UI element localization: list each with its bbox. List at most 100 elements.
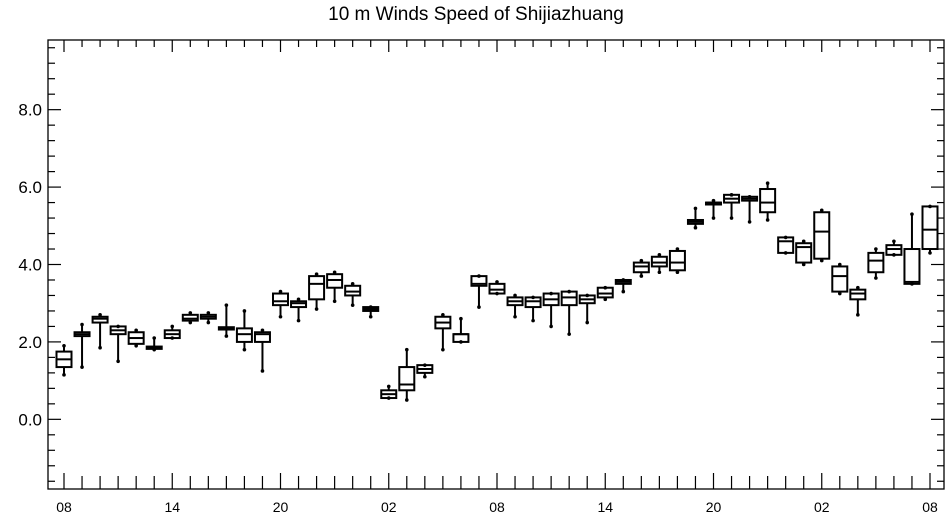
box-body bbox=[867, 251, 885, 274]
box-16 bbox=[344, 282, 362, 307]
box-min-marker bbox=[711, 216, 716, 220]
x-tick-label: 14 bbox=[164, 499, 180, 515]
x-tick-label: 02 bbox=[814, 499, 830, 515]
box-max-marker bbox=[819, 208, 824, 213]
x-tick-label: 20 bbox=[706, 499, 722, 515]
box-min-marker bbox=[910, 282, 914, 286]
box-max-marker bbox=[765, 181, 770, 186]
box-min-marker bbox=[531, 318, 535, 323]
box-38 bbox=[741, 194, 759, 224]
box-max-marker bbox=[441, 313, 445, 317]
box-body bbox=[903, 248, 921, 285]
box-max-marker bbox=[513, 293, 517, 298]
box-min-marker bbox=[134, 343, 138, 348]
box-body bbox=[831, 265, 849, 293]
box-max-marker bbox=[531, 295, 535, 300]
box-min-marker bbox=[296, 318, 301, 323]
box-min-marker bbox=[675, 270, 680, 275]
box-45 bbox=[867, 247, 885, 280]
box-max-marker bbox=[729, 193, 734, 197]
box-body bbox=[272, 292, 289, 307]
box-max-marker bbox=[368, 305, 373, 309]
box-max-marker bbox=[549, 291, 553, 296]
box-9 bbox=[217, 303, 235, 338]
box-min-marker bbox=[747, 220, 752, 224]
box-39 bbox=[759, 181, 777, 222]
box-7 bbox=[181, 311, 199, 325]
box-max-marker bbox=[62, 343, 66, 348]
box-max-marker bbox=[639, 258, 644, 263]
box-max-marker bbox=[874, 247, 878, 251]
box-max-marker bbox=[404, 347, 409, 352]
y-tick-label: 8.0 bbox=[18, 101, 42, 120]
box-body bbox=[813, 211, 831, 260]
box-22 bbox=[452, 316, 470, 344]
box-max-marker bbox=[747, 194, 752, 199]
box-24 bbox=[488, 280, 506, 296]
box-max-marker bbox=[892, 239, 896, 244]
box-max-marker bbox=[188, 311, 193, 315]
box-min-marker bbox=[819, 258, 824, 263]
box-body bbox=[921, 205, 939, 251]
tick-labels: 0.0 2.0 4.0 6.0 8.0 08 14 20 02 08 14 20 02 08 bbox=[18, 101, 938, 515]
box-body bbox=[777, 236, 795, 254]
box-37 bbox=[723, 193, 741, 220]
box-min-marker bbox=[62, 373, 66, 377]
box-min-marker bbox=[892, 253, 896, 257]
boxes-layer bbox=[55, 181, 939, 402]
box-min-marker bbox=[765, 218, 770, 222]
x-tick-label: 08 bbox=[489, 499, 505, 515]
box-max-marker bbox=[296, 297, 301, 302]
box-max-marker bbox=[783, 235, 788, 240]
box-15 bbox=[326, 270, 344, 304]
box-min-marker bbox=[801, 262, 806, 267]
box-4 bbox=[127, 328, 145, 348]
box-max-marker bbox=[910, 212, 914, 216]
box-min-marker bbox=[98, 345, 102, 350]
box-max-marker bbox=[837, 262, 842, 267]
box-14 bbox=[308, 272, 326, 311]
box-body bbox=[759, 188, 777, 214]
box-23 bbox=[470, 274, 488, 309]
box-min-marker bbox=[206, 320, 211, 325]
box-48 bbox=[921, 204, 939, 255]
box-max-marker bbox=[206, 311, 211, 315]
box-max-marker bbox=[675, 247, 680, 251]
box-min-marker bbox=[477, 305, 481, 309]
box-max-marker bbox=[278, 289, 283, 294]
box-max-marker bbox=[332, 270, 337, 275]
box-max-marker bbox=[386, 384, 391, 389]
box-max-marker bbox=[134, 328, 138, 333]
box-12 bbox=[272, 289, 289, 319]
box-max-marker bbox=[567, 289, 571, 294]
box-min-marker bbox=[729, 216, 734, 220]
box-max-marker bbox=[98, 313, 102, 317]
chart-title: 10 m Winds Speed of Shijiazhuang bbox=[328, 4, 624, 25]
box-0 bbox=[55, 343, 73, 377]
box-28 bbox=[560, 289, 578, 336]
box-max-marker bbox=[693, 206, 698, 211]
box-max-marker bbox=[495, 280, 499, 284]
box-body bbox=[253, 331, 271, 343]
box-min-marker bbox=[242, 347, 247, 352]
box-32 bbox=[632, 258, 650, 278]
box-36 bbox=[705, 198, 722, 220]
box-max-marker bbox=[711, 198, 716, 203]
box-21 bbox=[434, 313, 452, 352]
box-46 bbox=[885, 239, 903, 257]
box-min-marker bbox=[585, 320, 590, 325]
axis-ticks bbox=[48, 40, 944, 489]
box-26 bbox=[524, 295, 542, 323]
box-42 bbox=[813, 208, 831, 263]
box-18 bbox=[380, 384, 398, 400]
box-max-marker bbox=[856, 285, 860, 290]
box-max-marker bbox=[260, 328, 265, 333]
box-6 bbox=[163, 324, 181, 340]
box-33 bbox=[650, 253, 668, 275]
box-max-marker bbox=[152, 336, 157, 340]
box-body bbox=[308, 275, 326, 301]
box-max-marker bbox=[224, 303, 229, 307]
box-min-marker bbox=[116, 359, 120, 364]
box-max-marker bbox=[170, 324, 175, 329]
